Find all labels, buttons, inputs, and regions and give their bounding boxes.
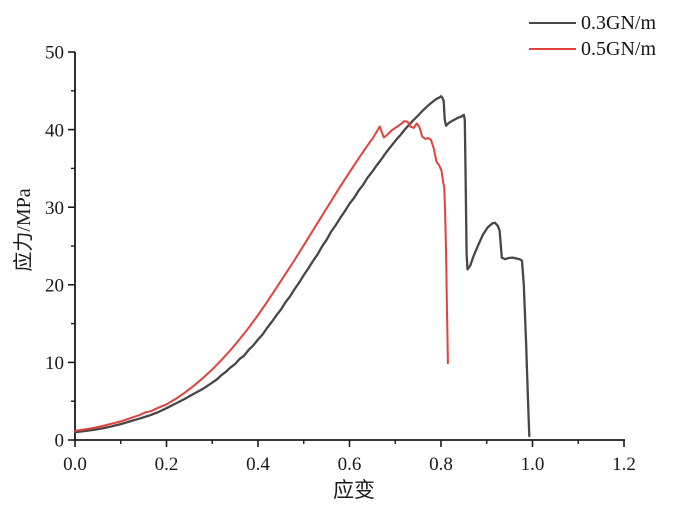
legend-line-swatch-red [529, 48, 576, 50]
y-tick-label: 20 [45, 275, 64, 296]
y-axis-title: 应力/MPa [12, 188, 35, 271]
legend-item-first: 0.3GN/m [529, 10, 656, 36]
legend-item-second: 0.5GN/m [529, 36, 656, 62]
legend-label: 0.3GN/m [581, 12, 656, 34]
series-line-0.3GN/m [73, 95, 531, 438]
y-tick-label: 10 [45, 353, 64, 374]
x-tick-label: 0.6 [338, 454, 362, 475]
legend-label: 0.5GN/m [581, 38, 656, 60]
x-tick-label: 0.8 [429, 454, 453, 475]
x-tick-label: 1.0 [521, 454, 545, 475]
y-tick-label: 30 [45, 198, 64, 219]
legend: 0.3GN/m 0.5GN/m [529, 10, 656, 62]
y-tick-label: 40 [45, 120, 64, 141]
y-tick-label: 0 [55, 431, 65, 452]
x-tick-label: 1.2 [612, 454, 636, 475]
y-tick-label: 50 [45, 43, 64, 64]
series-line-0.5GN/m [74, 120, 449, 432]
x-tick-label: 0.2 [155, 454, 179, 475]
x-tick-label: 0.4 [246, 454, 270, 475]
x-axis-title: 应变 [333, 478, 375, 502]
legend-line-swatch-black [529, 22, 576, 24]
x-tick-label: 0.0 [63, 454, 87, 475]
